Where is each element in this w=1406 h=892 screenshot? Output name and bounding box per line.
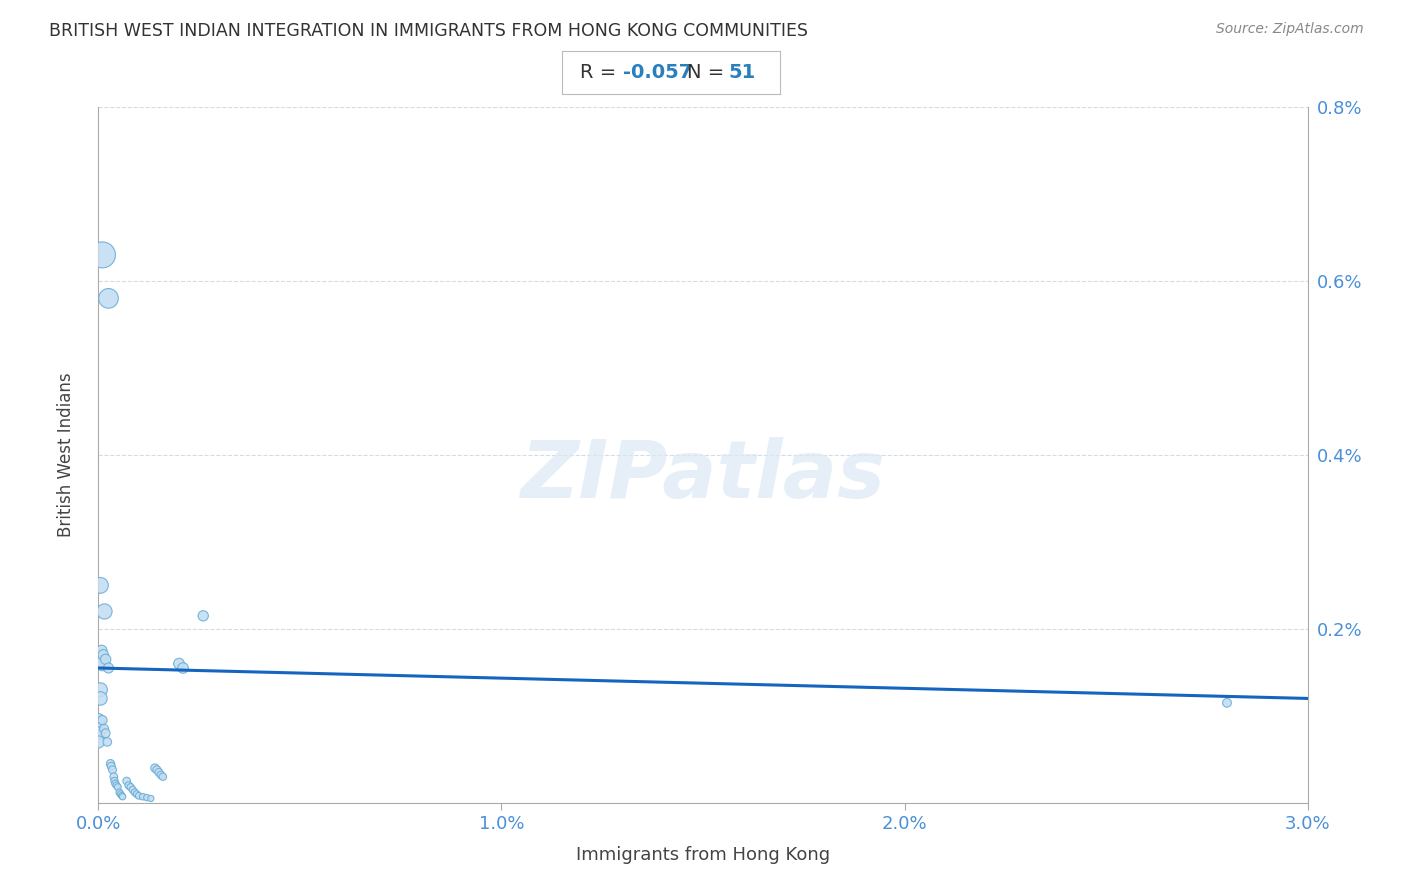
Point: [115, 774, 138, 789]
Point: [93, 605, 115, 619]
Text: 51: 51: [728, 62, 755, 82]
Point: [87, 726, 110, 740]
Point: [100, 756, 122, 771]
Point: [143, 761, 166, 775]
Point: [93, 722, 115, 736]
Point: [96, 735, 118, 749]
Point: [146, 763, 169, 777]
Point: [103, 774, 125, 789]
Point: [87, 735, 110, 749]
Point: [103, 770, 125, 784]
Point: [148, 765, 170, 780]
Point: [128, 789, 150, 803]
Point: [89, 578, 111, 592]
Point: [101, 763, 124, 777]
Point: [94, 652, 117, 666]
Text: N =: N =: [686, 62, 730, 82]
Text: ZIPatlas: ZIPatlas: [520, 437, 886, 515]
Text: BRITISH WEST INDIAN INTEGRATION IN IMMIGRANTS FROM HONG KONG COMMUNITIES: BRITISH WEST INDIAN INTEGRATION IN IMMIG…: [49, 22, 808, 40]
Text: R =: R =: [579, 62, 623, 82]
Point: [125, 787, 148, 801]
Point: [97, 661, 120, 675]
Point: [124, 785, 146, 799]
Point: [193, 608, 215, 623]
Point: [104, 777, 127, 791]
Point: [89, 682, 111, 697]
Point: [120, 780, 142, 794]
Point: [97, 291, 120, 305]
Point: [91, 248, 114, 262]
Point: [135, 790, 157, 805]
Point: [111, 789, 134, 803]
Point: [152, 770, 174, 784]
Point: [100, 759, 122, 773]
Point: [108, 785, 131, 799]
Point: [89, 652, 111, 666]
Text: -0.057: -0.057: [623, 62, 693, 82]
Point: [90, 643, 112, 657]
Point: [118, 778, 141, 793]
Point: [91, 713, 114, 727]
Point: [107, 780, 129, 794]
Point: [91, 657, 114, 671]
Y-axis label: British West Indians: British West Indians: [56, 373, 75, 537]
Point: [132, 789, 155, 804]
Point: [167, 657, 190, 671]
Point: [91, 648, 114, 662]
Point: [105, 778, 128, 793]
Point: [89, 691, 111, 706]
Point: [110, 787, 132, 801]
Point: [172, 661, 194, 675]
X-axis label: Immigrants from Hong Kong: Immigrants from Hong Kong: [576, 847, 830, 864]
Point: [1216, 696, 1239, 710]
Point: [149, 768, 172, 782]
Point: [111, 789, 134, 804]
Point: [87, 713, 110, 727]
Point: [94, 726, 117, 740]
Point: [121, 782, 143, 797]
Text: Source: ZipAtlas.com: Source: ZipAtlas.com: [1216, 22, 1364, 37]
Point: [139, 791, 162, 805]
Point: [87, 722, 110, 736]
